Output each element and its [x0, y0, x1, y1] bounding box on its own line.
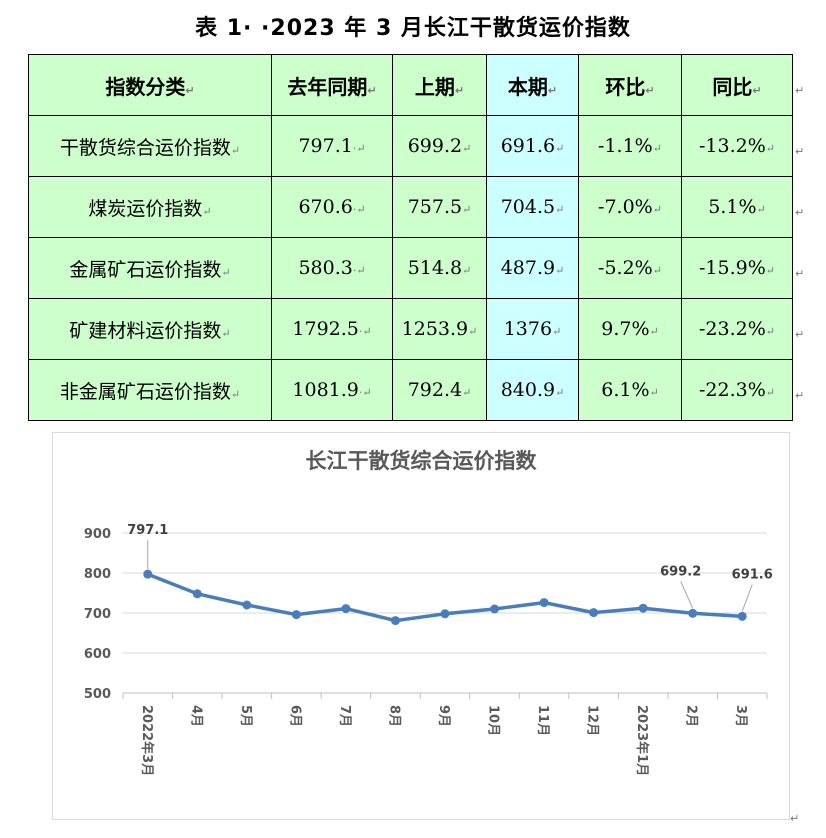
x-tick-label: 2023年1月 [634, 705, 650, 776]
cell-prev-period: 757.5↵ [392, 176, 487, 238]
paragraph-mark: ↵ [795, 267, 805, 280]
cell-current-period: 1376↵ [486, 298, 579, 360]
header-last-year: 去年同期↵ [271, 54, 393, 116]
data-label: 699.2 [660, 564, 701, 579]
header-current-period: 本期↵ [486, 54, 579, 116]
data-point [490, 604, 500, 614]
data-point [440, 609, 450, 619]
data-point [638, 603, 648, 613]
cell-yoy: -23.2%↵ [681, 298, 793, 360]
cell-prev-period: 514.8↵ [392, 237, 487, 299]
data-point [242, 600, 252, 610]
row-category: 煤炭运价指数↵ [28, 176, 272, 238]
cell-last-year: 1792.5·↵ [271, 298, 393, 360]
data-point [737, 611, 747, 621]
y-tick-label: 800 [84, 567, 111, 582]
x-tick-label: 4月 [188, 705, 203, 727]
cell-last-year: 580.3·↵ [271, 237, 393, 299]
paragraph-mark: ↵ [795, 84, 805, 97]
data-point [192, 589, 202, 599]
cell-yoy: -15.9%↵ [681, 237, 793, 299]
cell-current-period: 840.9↵ [486, 359, 579, 421]
cell-prev-period: 1253.9↵ [392, 298, 487, 360]
cell-mom: 9.7%↵ [578, 298, 682, 360]
data-point [341, 604, 351, 614]
data-point [688, 608, 698, 618]
paragraph-mark: ↵ [795, 206, 805, 219]
chart-title: 长江干散货综合运价指数 [306, 449, 538, 473]
cell-mom: 6.1%↵ [578, 359, 682, 421]
cell-yoy: 5.1%↵ [681, 176, 793, 238]
y-tick-label: 500 [84, 687, 111, 702]
cell-prev-period: 699.2↵ [392, 115, 487, 177]
line-chart: 长江干散货综合运价指数 900 800 700 600 500 2022年3月 4月 5月 6… [84, 449, 773, 776]
paragraph-mark: ↵ [795, 145, 805, 158]
leader-line [741, 584, 753, 612]
y-tick-label: 600 [84, 647, 111, 662]
table-header-row: 指数分类↵ 去年同期↵ 上期↵ 本期↵ 环比↵ 同比↵ [28, 54, 793, 116]
paragraph-mark: ↵ [795, 328, 805, 341]
x-tick-label: 3月 [733, 705, 748, 727]
cell-mom: -1.1%↵ [578, 115, 682, 177]
header-mom: 环比↵ [578, 54, 682, 116]
freight-index-table: 指数分类↵ 去年同期↵ 上期↵ 本期↵ 环比↵ 同比↵ 干散货综合运价指数↵ 7… [28, 54, 793, 421]
leader-line [680, 581, 694, 609]
data-label: 691.6 [732, 567, 773, 582]
x-tick-label: 6月 [287, 705, 302, 727]
table-row: 矿建材料运价指数↵ 1792.5·↵ 1253.9↵ 1376↵ 9.7%↵ -… [28, 298, 793, 360]
cell-mom: -5.2%↵ [578, 237, 682, 299]
cell-mom: -7.0%↵ [578, 176, 682, 238]
cell-current-period: 487.9↵ [486, 237, 579, 299]
cell-last-year: 797.1·↵ [271, 115, 393, 177]
data-point [539, 598, 549, 608]
x-tick-label: 9月 [436, 705, 451, 727]
y-tick-label: 900 [84, 527, 111, 542]
row-category: 金属矿石运价指数↵ [28, 237, 272, 299]
header-category: 指数分类↵ [28, 54, 272, 116]
paragraph-mark: ↵ [795, 389, 805, 402]
cell-last-year: 1081.9·↵ [271, 359, 393, 421]
x-tick-label: 5月 [238, 705, 253, 727]
header-prev-period: 上期↵ [392, 54, 487, 116]
row-category: 矿建材料运价指数↵ [28, 298, 272, 360]
x-tick-label: 7月 [337, 705, 352, 727]
x-tick-label: 2022年3月 [139, 705, 155, 776]
data-point [589, 608, 599, 618]
x-tick-label: 2月 [684, 705, 699, 727]
data-point [390, 616, 400, 626]
data-point [291, 610, 301, 620]
data-label: 797.1 [127, 523, 168, 538]
table-row: 煤炭运价指数↵ 670.6·↵ 757.5↵ 704.5↵ -7.0%↵ 5.1… [28, 176, 793, 238]
cell-last-year: 670.6·↵ [271, 176, 393, 238]
cell-yoy: -22.3%↵ [681, 359, 793, 421]
row-category: 非金属矿石运价指数↵ [28, 359, 272, 421]
row-category: 干散货综合运价指数↵ [28, 115, 272, 177]
x-tick-label: 10月 [486, 705, 501, 736]
data-point [143, 569, 153, 579]
table-title: 表 1· ·2023 年 3 月长江干散货运价指数 [195, 16, 631, 41]
x-tick-label: 8月 [386, 705, 401, 727]
table-row: 金属矿石运价指数↵ 580.3·↵ 514.8↵ 487.9↵ -5.2%↵ -… [28, 237, 793, 299]
table-row: 干散货综合运价指数↵ 797.1·↵ 699.2↵ 691.6↵ -1.1%↵ … [28, 115, 793, 177]
chart-container: 长江干散货综合运价指数 900 800 700 600 500 2022年3月 4月 5月 6… [52, 432, 790, 820]
x-tick-label: 11月 [535, 705, 550, 736]
paragraph-mark: ↵ [790, 812, 800, 825]
cell-prev-period: 792.4↵ [392, 359, 487, 421]
x-tick-label: 12月 [585, 705, 600, 736]
table-row: 非金属矿石运价指数↵ 1081.9·↵ 792.4↵ 840.9↵ 6.1%↵ … [28, 359, 793, 421]
cell-current-period: 691.6↵ [486, 115, 579, 177]
y-tick-label: 700 [84, 607, 111, 622]
cell-current-period: 704.5↵ [486, 176, 579, 238]
cell-yoy: -13.2%↵ [681, 115, 793, 177]
header-yoy: 同比↵ [681, 54, 793, 116]
